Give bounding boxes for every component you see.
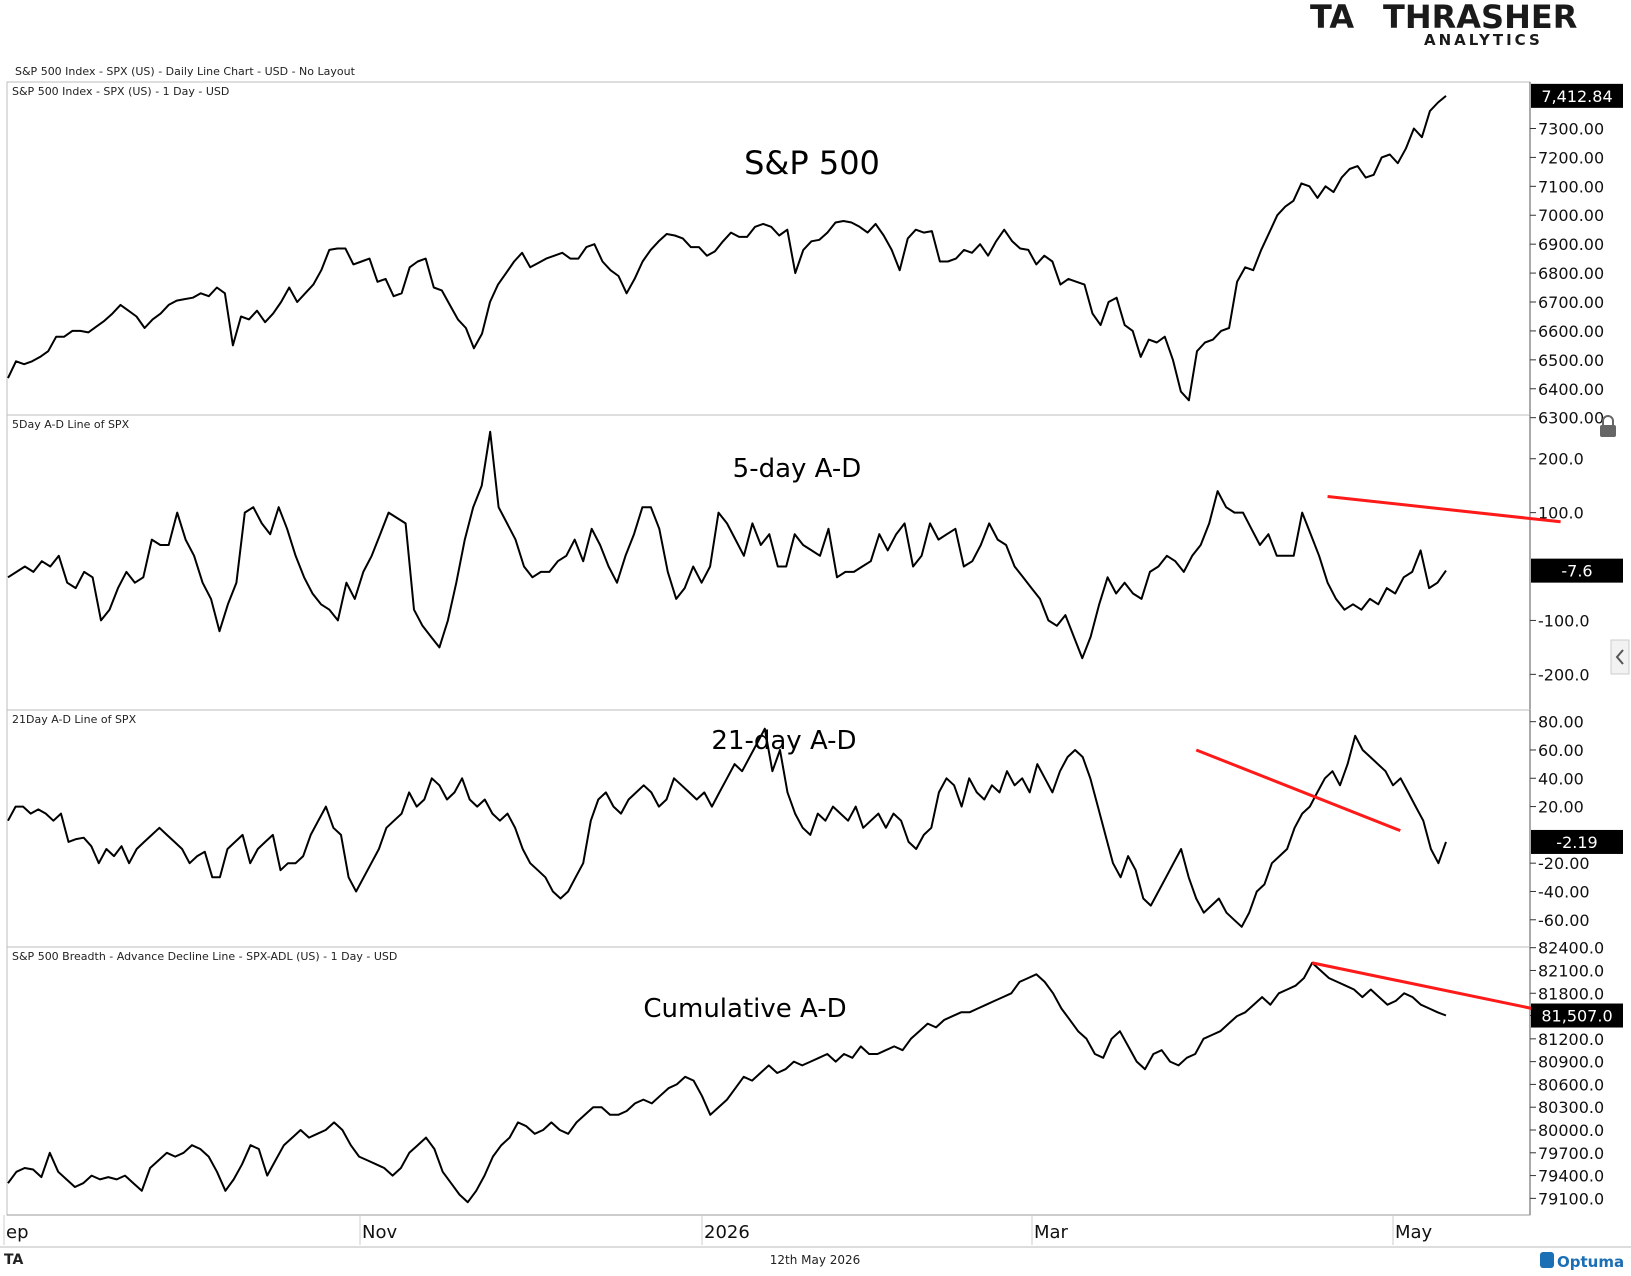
y-tick-label: -20.00 [1538,854,1590,873]
y-tick-label: 80.00 [1538,713,1584,732]
logo-mark: TA [1310,0,1354,36]
y-tick-label: -100.0 [1538,611,1590,630]
panel-2[interactable]: 5Day A-D Line of SPX 5-day A-D 200.0 100.0 -… [6,414,1623,711]
trend-line [1311,961,1544,1013]
y-tick-label: 7200.00 [1538,148,1604,167]
y-tick-label: 6500.00 [1538,351,1604,370]
x-tick-label: May [1395,1222,1433,1243]
y-tick-label: 6600.00 [1538,322,1604,341]
last-value-text: 7,412.84 [1541,87,1612,106]
panel-4[interactable]: S&P 500 Breadth - Advance Decline Line -… [6,939,1623,1216]
y-tick-label: 6700.00 [1538,293,1604,312]
panel-label: 21Day A-D Line of SPX [12,713,137,726]
y-tick-label: 82100.0 [1538,961,1604,980]
panel-label: S&P 500 Index - SPX (US) - 1 Day - USD [12,85,229,98]
panel-title: Cumulative A-D [643,994,846,1024]
panel-frame [6,81,1531,416]
footer-brand: Optuma [1557,1253,1624,1271]
panel-label: 5Day A-D Line of SPX [12,418,130,431]
logo-wordmark: THRASHER [1383,0,1577,36]
y-tick-label: 6900.00 [1538,235,1604,254]
y-tick-label: 6300.00 [1538,409,1604,428]
x-tick-label: ep [6,1222,29,1243]
y-tick-label: 6400.00 [1538,380,1604,399]
y-tick-label: 80900.0 [1538,1053,1604,1072]
panel-frame [6,946,1531,1216]
series-line [7,430,1447,660]
y-tick-label: 82400.0 [1538,939,1604,958]
optuma-icon [1540,1252,1554,1268]
y-tick-label: 79100.0 [1538,1189,1604,1208]
last-value-badge [1531,83,1623,108]
logo-subtitle: ANALYTICS [1424,31,1543,49]
thrasher-logo: TA THRASHER ANALYTICS [1310,0,1577,49]
y-tick-label: -200.0 [1538,665,1590,684]
y-tick-label: 40.00 [1538,769,1584,788]
footer: TA 12th May 2026 Optuma [0,1246,1631,1271]
y-tick-label: 100.0 [1538,504,1584,523]
y-tick-label: 6800.00 [1538,264,1604,283]
footer-date: 12th May 2026 [770,1253,861,1267]
lock-icon[interactable] [1600,415,1616,437]
last-value-badge [1531,558,1623,583]
series-line [7,961,1447,1204]
y-tick-label: -60.00 [1538,911,1590,930]
last-value-badge [1531,829,1623,854]
y-tick-label: 7000.00 [1538,206,1604,225]
y-tick-label: 80600.0 [1538,1075,1604,1094]
trend-line [1327,494,1561,524]
y-tick-label: 200.0 [1538,450,1584,469]
trend-line [1195,748,1401,833]
last-value-text: -2.19 [1556,833,1597,852]
last-value-badge [1531,1003,1623,1028]
chart-header-title: S&P 500 Index - SPX (US) - Daily Line Ch… [15,65,356,78]
panel-title: 21-day A-D [711,726,856,756]
series-line [7,727,1447,928]
panel-title: 5-day A-D [733,454,862,484]
y-tick-label: 80300.0 [1538,1098,1604,1117]
y-tick-label: 81200.0 [1538,1030,1604,1049]
series-line [7,95,1447,402]
x-tick-label: Nov [362,1222,397,1243]
x-tick-label: Mar [1034,1222,1069,1243]
footer-ta-mark: TA [4,1252,23,1268]
last-value-text: 81,507.0 [1541,1007,1612,1026]
last-value-text: -7.6 [1561,562,1592,581]
y-tick-label: 20.00 [1538,798,1584,817]
panel-label: S&P 500 Breadth - Advance Decline Line -… [12,950,397,963]
y-tick-label: 7300.00 [1538,119,1604,138]
y-tick-label: 60.00 [1538,741,1584,760]
panel-frame [6,414,1531,711]
y-tick-label: 79700.0 [1538,1144,1604,1163]
panel-3[interactable]: 21Day A-D Line of SPX 21-day A-D 80.00 60.0… [6,709,1623,948]
y-tick-label: 79400.0 [1538,1167,1604,1186]
y-tick-label: 81800.0 [1538,984,1604,1003]
x-tick-label: 2026 [704,1222,750,1243]
panel-title: S&P 500 [744,144,880,182]
panel-1[interactable]: S&P 500 Index - SPX (US) - 1 Day - USD S&… [6,81,1623,428]
y-tick-label: -40.00 [1538,882,1590,901]
y-tick-label: 80000.0 [1538,1121,1604,1140]
chevron-left-icon[interactable] [1610,639,1630,675]
y-tick-label: 7100.00 [1538,177,1604,196]
